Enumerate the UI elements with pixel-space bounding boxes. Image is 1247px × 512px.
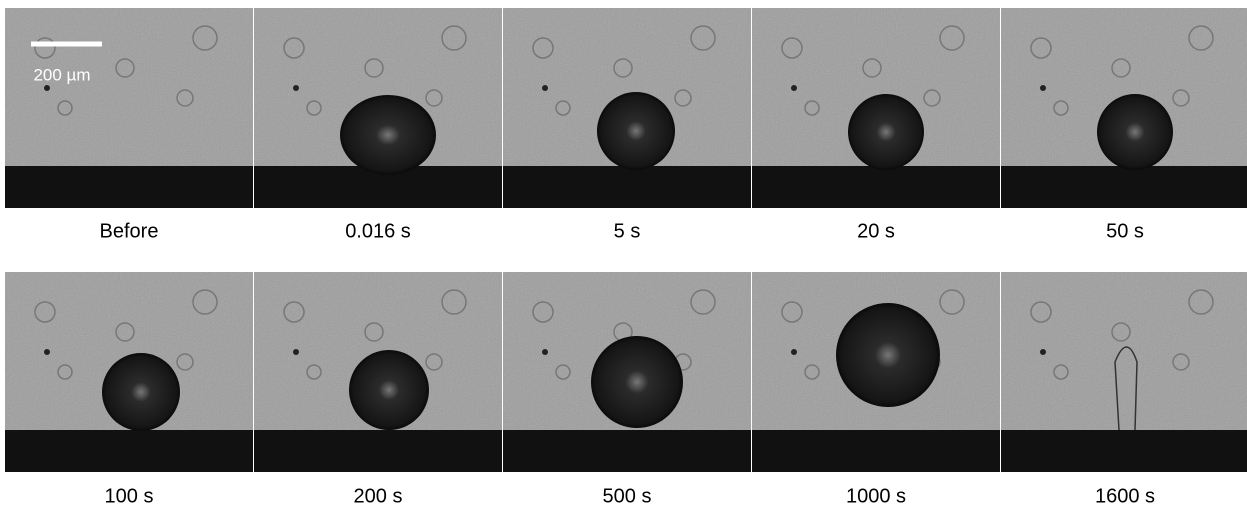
micrograph — [1001, 8, 1247, 208]
substrate — [5, 166, 253, 208]
panel-label: 20 s — [857, 220, 895, 242]
panel-label: 200 s — [354, 485, 403, 507]
droplet — [836, 303, 940, 407]
dot — [44, 349, 50, 355]
dot — [542, 85, 548, 91]
droplet — [340, 95, 436, 175]
panel-label: 1000 s — [846, 485, 906, 507]
scale-bar-label: 200 µm — [33, 65, 90, 84]
substrate — [1001, 430, 1247, 472]
dot — [44, 85, 50, 91]
dot — [1040, 85, 1046, 91]
panel-label: 500 s — [603, 485, 652, 507]
micrograph — [752, 8, 1000, 208]
micrograph — [5, 272, 253, 472]
dot — [542, 349, 548, 355]
dot — [293, 349, 299, 355]
dot — [1040, 349, 1046, 355]
panel-label: 0.016 s — [345, 220, 411, 242]
micrograph — [254, 272, 502, 472]
droplet — [597, 92, 675, 170]
substrate — [503, 430, 751, 472]
dot — [791, 85, 797, 91]
panel-label: 5 s — [614, 220, 641, 242]
dot — [293, 85, 299, 91]
micrograph — [5, 8, 253, 208]
substrate — [503, 166, 751, 208]
substrate — [5, 430, 253, 472]
panel-label: 1600 s — [1095, 485, 1155, 507]
substrate — [1001, 166, 1247, 208]
droplet — [102, 353, 180, 431]
micrograph — [503, 272, 751, 472]
droplet — [1097, 94, 1173, 170]
substrate — [752, 166, 1000, 208]
substrate — [752, 430, 1000, 472]
droplet — [591, 336, 683, 428]
figure: 200 µm Before 0.016 s 5 s 20 s 50 s 100 s 200 … — [0, 0, 1247, 512]
panel-label: Before — [100, 220, 159, 242]
substrate — [254, 430, 502, 472]
panel-label: 100 s — [105, 485, 154, 507]
droplet — [349, 350, 429, 430]
droplet — [848, 94, 924, 170]
dot — [791, 349, 797, 355]
micrograph — [503, 8, 751, 208]
micrograph — [1001, 272, 1247, 472]
panel-label: 50 s — [1106, 220, 1144, 242]
micrograph — [254, 8, 502, 208]
micrograph — [752, 272, 1000, 472]
